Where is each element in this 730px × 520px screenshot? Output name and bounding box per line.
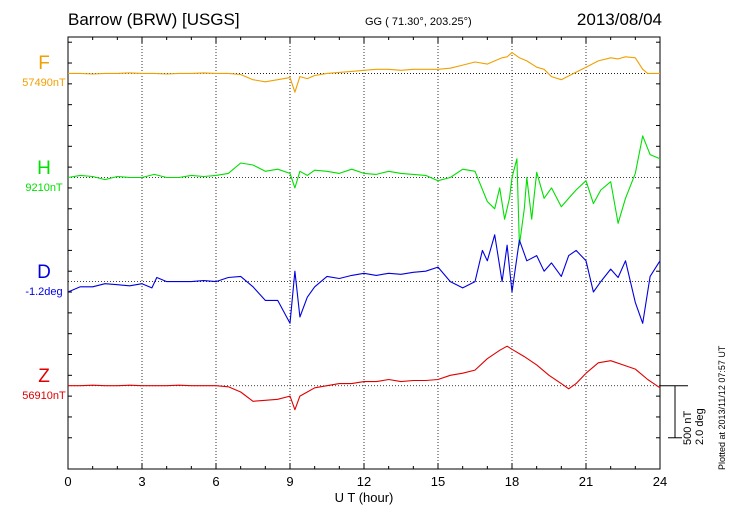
series-name-H: H: [37, 157, 51, 179]
series-name-D: D: [37, 261, 51, 283]
scale-deg: 2.0 deg: [694, 408, 706, 445]
x-tick-label-0: 0: [64, 474, 71, 489]
x-tick-label-3: 3: [138, 474, 145, 489]
plot-date: 2013/08/04: [576, 10, 662, 29]
scale-bar-label: 500 nT 2.0 deg: [682, 408, 706, 445]
x-tick-label-15: 15: [431, 474, 445, 489]
scale-bar: [660, 385, 688, 439]
series-line-Z: [68, 345, 661, 411]
x-tick-label-18: 18: [505, 474, 519, 489]
series-label-Z: Z 56910nT: [6, 366, 82, 402]
series-name-Z: Z: [38, 365, 50, 387]
series-line-D: [67, 234, 661, 324]
series-line-F: [68, 52, 660, 93]
x-tick-label-9: 9: [286, 474, 293, 489]
scale-nt: 500 nT: [682, 410, 694, 445]
series-baseline-value-D: -1.2deg: [25, 285, 63, 298]
series-label-F: F 57490nT: [6, 53, 82, 89]
x-tick-label-6: 6: [212, 474, 219, 489]
station-coordinates: GG ( 71.30°, 203.25°): [365, 16, 472, 28]
series-line-H: [67, 135, 661, 246]
x-tick-label-21: 21: [579, 474, 593, 489]
series-name-F: F: [38, 53, 50, 75]
series-baseline-value-F: 57490nT: [22, 77, 66, 90]
series-baseline-value-Z: 56910nT: [22, 389, 66, 402]
x-axis-label: U T (hour): [335, 490, 394, 505]
grid-lines: [141, 37, 587, 469]
series-baseline-value-H: 9210nT: [25, 181, 63, 194]
plotted-timestamp: Plotted at 2013/11/12 07:57 UT: [717, 345, 727, 470]
series-group: [67, 52, 661, 411]
x-axis-ticks: 0 3 6 9 12 15 18 21 24: [64, 37, 667, 489]
x-tick-label-24: 24: [653, 474, 667, 489]
series-label-D: D -1.2deg: [6, 262, 82, 298]
x-tick-label-12: 12: [357, 474, 371, 489]
station-title: Barrow (BRW) [USGS]: [68, 10, 240, 29]
series-label-H: H 9210nT: [6, 158, 82, 194]
